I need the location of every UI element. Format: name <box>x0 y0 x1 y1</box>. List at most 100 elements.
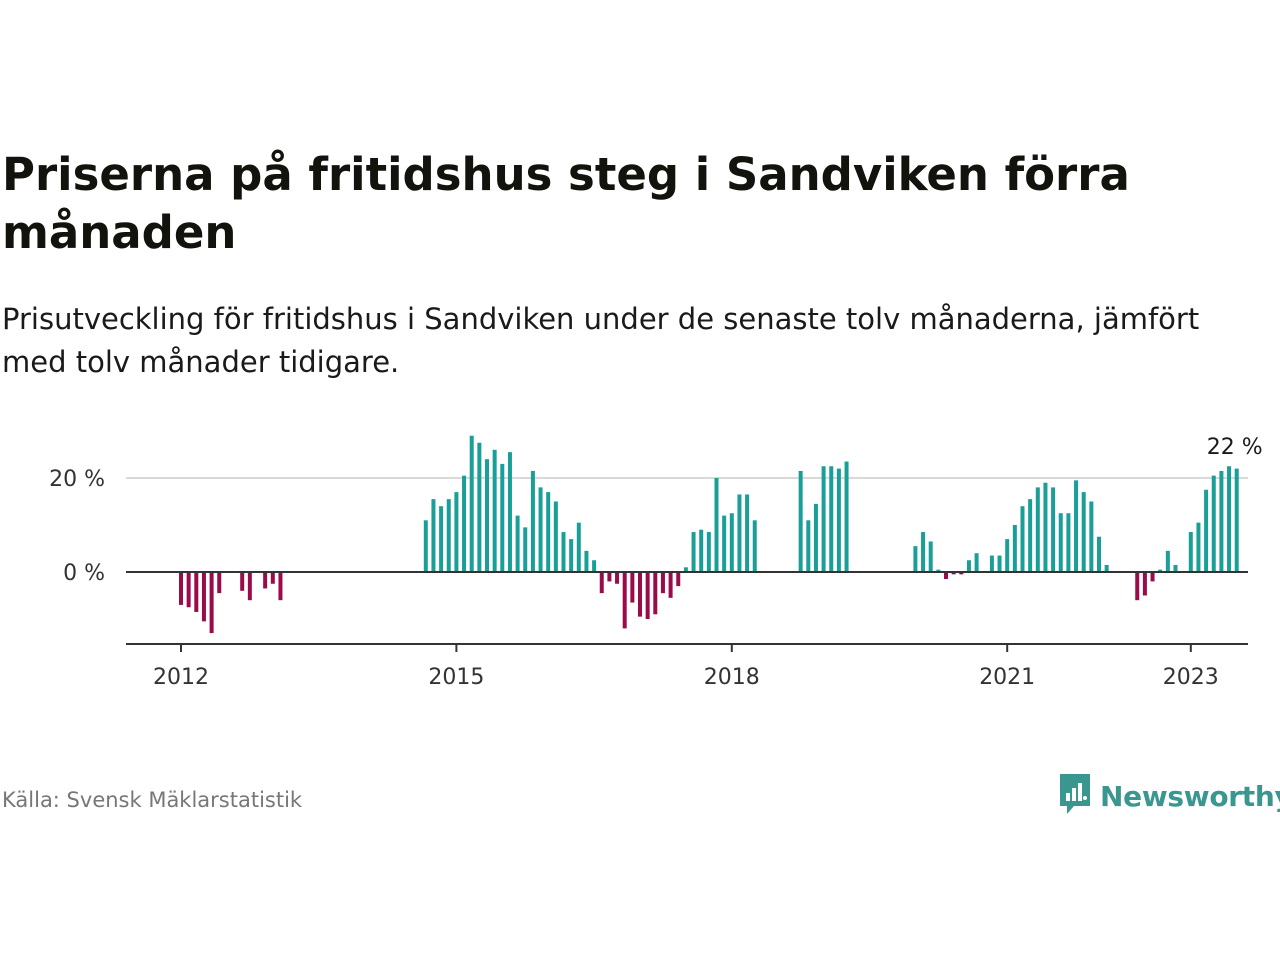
bar <box>1142 572 1147 596</box>
y-tick-label: 0 % <box>63 561 105 586</box>
bar <box>936 569 941 572</box>
bar <box>500 463 505 572</box>
bar <box>997 555 1002 572</box>
bar <box>278 572 283 601</box>
bar <box>829 466 834 572</box>
bar <box>752 520 757 572</box>
bar <box>485 459 489 572</box>
bar <box>722 515 727 572</box>
bar <box>638 572 642 617</box>
bar <box>1066 513 1071 572</box>
bar <box>630 572 635 603</box>
bar <box>959 572 964 575</box>
bar <box>530 470 535 572</box>
bar <box>729 513 734 572</box>
latest-value-label: 22 % <box>1207 435 1263 460</box>
bar <box>515 515 520 572</box>
bar <box>745 494 750 572</box>
bar <box>1005 539 1010 572</box>
bar <box>1165 550 1170 572</box>
bar <box>1028 499 1033 572</box>
chart-title: Priserna på fritidshus steg i Sandviken … <box>2 148 1130 259</box>
bar <box>928 541 933 572</box>
bar <box>1150 572 1155 582</box>
brand-logo[interactable]: Newsworthy <box>1058 773 1280 819</box>
bar <box>186 572 191 608</box>
bar <box>1234 468 1239 572</box>
bar <box>699 529 704 572</box>
bar <box>209 572 214 634</box>
bar <box>469 435 474 572</box>
bar <box>706 532 711 572</box>
bar <box>492 449 497 572</box>
bar <box>668 572 673 598</box>
bar <box>966 560 971 572</box>
bar <box>813 503 818 572</box>
bar <box>270 572 275 584</box>
bar <box>507 452 512 572</box>
x-tick-label: 2012 <box>153 665 209 690</box>
bar <box>1035 487 1040 572</box>
bar <box>615 572 620 584</box>
bar <box>798 470 803 572</box>
bar <box>462 475 467 572</box>
bar <box>247 572 252 601</box>
bar <box>653 572 658 615</box>
bar <box>622 572 627 629</box>
x-axis: 2012 2015 2018 2021 2023 <box>126 571 1248 690</box>
bar <box>1051 487 1056 572</box>
bar <box>1188 532 1193 572</box>
newsworthy-logo-icon <box>1058 772 1092 820</box>
bar <box>454 492 459 572</box>
bar <box>240 572 245 591</box>
bar <box>676 572 681 587</box>
bar <box>477 442 482 572</box>
bar <box>1227 466 1232 572</box>
bar <box>201 572 206 622</box>
bar <box>1097 536 1101 572</box>
bar <box>561 532 566 572</box>
bar <box>263 572 268 589</box>
x-tick-label: 2021 <box>979 665 1035 690</box>
bar <box>523 527 528 572</box>
y-tick-label: 20 % <box>49 467 105 492</box>
bar <box>660 572 665 594</box>
bar <box>691 532 696 572</box>
brand-name: Newsworthy <box>1100 779 1280 813</box>
bar <box>913 546 918 572</box>
bar <box>1219 470 1224 572</box>
bar <box>737 494 742 572</box>
bar <box>844 461 849 572</box>
bar <box>1196 522 1201 572</box>
y-axis: 0 % 20 % <box>49 467 105 586</box>
bar <box>1089 501 1094 572</box>
bar <box>989 555 994 572</box>
bar <box>921 532 926 572</box>
bar <box>599 572 604 594</box>
bar <box>1043 482 1048 572</box>
bar <box>194 572 199 612</box>
bar <box>951 572 956 575</box>
bar <box>592 560 597 572</box>
bar <box>1211 475 1216 572</box>
bar <box>439 506 444 572</box>
chart-subtitle: Prisutveckling för fritidshus i Sandvike… <box>2 302 1200 379</box>
bar <box>1104 564 1109 572</box>
bar <box>1058 513 1063 572</box>
bar <box>179 572 183 605</box>
bar <box>1173 564 1178 572</box>
bar <box>944 572 948 580</box>
bar <box>217 572 222 594</box>
bar <box>431 499 436 572</box>
bar <box>683 567 688 572</box>
bar <box>821 466 826 572</box>
bar <box>546 492 551 572</box>
bar <box>836 468 841 572</box>
source-note: Källa: Svensk Mäklarstatistik <box>2 788 303 812</box>
bar <box>569 539 574 572</box>
bar <box>1081 492 1086 572</box>
bar <box>1204 489 1209 572</box>
bar <box>423 520 428 572</box>
bar <box>607 572 612 582</box>
bar <box>645 572 650 619</box>
